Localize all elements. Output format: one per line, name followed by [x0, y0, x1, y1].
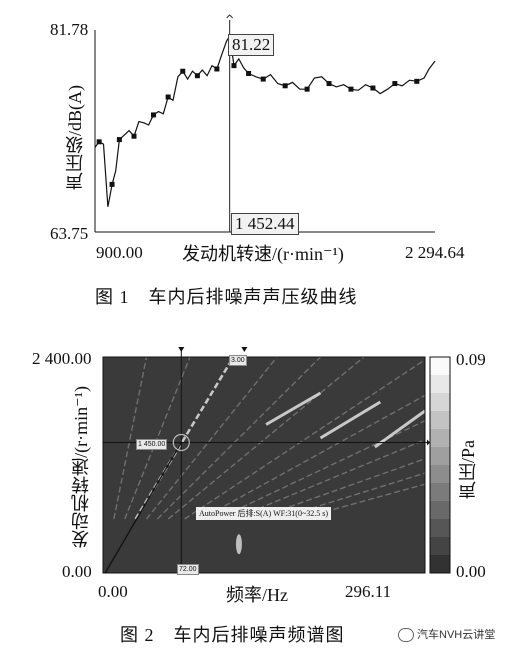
cursor-order-readout: 3.00 — [229, 355, 247, 366]
order-line — [233, 439, 426, 520]
freq-max-tick-label: 296.11 — [345, 582, 392, 601]
colorbar-step — [430, 375, 450, 394]
order-line — [124, 356, 191, 520]
data-point-marker — [194, 73, 200, 79]
x-min-tick-label: 900.00 — [96, 243, 143, 262]
cursor-handle-icon — [226, 14, 234, 19]
data-point-marker — [392, 81, 398, 87]
spectrogram-chart — [102, 347, 451, 574]
data-point-marker — [109, 181, 115, 187]
colorbar-label: 声压/Pa — [458, 440, 478, 500]
spl-curve — [94, 34, 436, 207]
colorbar-step — [430, 555, 450, 574]
order-line — [200, 394, 426, 520]
cursor-y-readout: 81.22 — [228, 34, 275, 56]
fundamental-order-line — [104, 442, 182, 574]
spectrogram-colorbar — [429, 356, 451, 574]
data-point-marker — [116, 137, 122, 143]
colorbar-max-label: 0.09 — [456, 350, 486, 369]
x-axis-label: 发动机转速/(r·min⁻¹) — [182, 244, 344, 264]
data-point-marker — [282, 83, 288, 89]
y-axis-label: 声压级/dB(A) — [65, 85, 85, 190]
watermark: 汽车NVH云讲堂 — [398, 626, 495, 643]
data-point-marker — [326, 81, 332, 87]
order-line — [184, 359, 426, 520]
order-line — [113, 356, 148, 520]
colorbar-step — [430, 537, 450, 556]
data-point-marker — [414, 78, 420, 84]
order-line — [276, 472, 426, 520]
order-line — [167, 356, 365, 520]
rpm-max-tick-label: 2 400.00 — [32, 349, 92, 368]
colorbar-step — [430, 447, 450, 466]
data-point-marker — [131, 133, 137, 139]
y-min-tick-label: 63.75 — [50, 224, 89, 243]
freq-min-tick-label: 0.00 — [98, 582, 128, 601]
data-point-marker — [246, 70, 252, 76]
colorbar-step — [430, 393, 450, 412]
colorbar-step — [430, 483, 450, 502]
cursor-rpm-readout: 1 450.00 — [136, 439, 168, 450]
order-line — [145, 356, 278, 520]
data-point-marker — [165, 94, 171, 100]
data-point-marker — [304, 86, 310, 92]
cursor-x-readout: 1 452.44 — [231, 213, 299, 235]
colorbar-step — [430, 411, 450, 430]
colorbar-min-label: 0.00 — [456, 562, 486, 581]
order-line — [156, 356, 321, 520]
colorbar-step — [430, 519, 450, 538]
colorbar-step — [430, 357, 450, 376]
data-point-marker — [231, 63, 237, 69]
rpm-axis-label: 发动机转速/(r·min⁻¹) — [71, 386, 91, 548]
resonance-streak — [373, 409, 426, 449]
colorbar-step — [430, 429, 450, 448]
resonance-streak — [319, 400, 382, 440]
data-point-marker — [348, 86, 354, 92]
data-point-marker — [96, 139, 102, 145]
figure2-caption: 图 2 车内后排噪声频谱图 — [120, 625, 345, 645]
spectrogram-background — [103, 357, 425, 573]
data-point-marker — [370, 85, 376, 91]
colorbar-step — [430, 465, 450, 484]
line-chart-series — [94, 34, 436, 207]
data-point-marker — [214, 66, 220, 72]
noise-blob — [235, 534, 242, 555]
rpm-marker-icon — [427, 439, 430, 446]
x-max-tick-label: 2 294.64 — [405, 243, 465, 262]
spectrogram-frame — [102, 356, 426, 574]
data-point-marker — [260, 76, 266, 82]
cursor-circle — [172, 433, 190, 452]
data-point-marker — [151, 112, 157, 118]
line-chart-axes — [94, 30, 435, 233]
data-point-marker — [180, 68, 186, 74]
wechat-icon — [398, 628, 414, 643]
y-max-tick-label: 81.78 — [50, 20, 89, 39]
resonance-streak — [265, 391, 322, 426]
colorbar-frame — [429, 356, 451, 574]
freq-axis-label: 频率/Hz — [226, 585, 288, 605]
autopower-annotation: AutoPower 后排:S(A) WF:31(0~32.5 s) — [196, 507, 332, 520]
figure1-caption: 图 1 车内后排噪声声压级曲线 — [95, 287, 358, 307]
order-marker-icon — [241, 347, 248, 352]
cursor-marker-icon — [178, 347, 185, 352]
cursor-freq-readout: 72.00 — [177, 564, 199, 575]
rpm-min-tick-label: 0.00 — [62, 562, 92, 581]
spectrogram-plot — [102, 347, 430, 574]
colorbar-step — [430, 501, 450, 520]
